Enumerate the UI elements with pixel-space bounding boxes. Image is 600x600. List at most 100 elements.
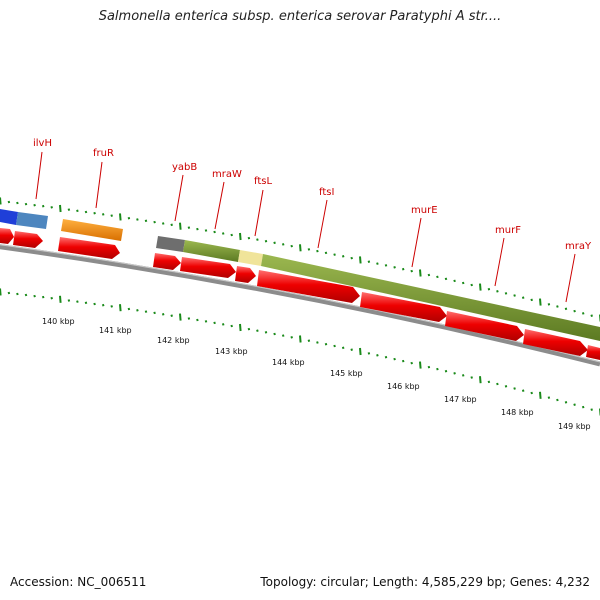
minor-tick bbox=[290, 336, 293, 339]
gene-label: fruR bbox=[93, 148, 114, 159]
minor-tick bbox=[453, 279, 456, 283]
minor-tick bbox=[247, 327, 251, 331]
major-tick bbox=[239, 323, 242, 332]
minor-tick bbox=[161, 222, 165, 225]
minor-tick bbox=[33, 294, 36, 298]
cds-arrow bbox=[586, 345, 600, 360]
kbp-labels: 140 kbp 141 kbp 142 kbp 143 kbp 144 kbp … bbox=[42, 317, 591, 431]
gene-label: mraW bbox=[212, 169, 242, 180]
minor-tick bbox=[67, 299, 71, 302]
leader-line-murF bbox=[494, 237, 505, 287]
minor-tick bbox=[264, 331, 268, 334]
minor-tick bbox=[24, 202, 28, 206]
minor-tick bbox=[487, 380, 491, 384]
minor-tick bbox=[196, 318, 199, 322]
minor-tick bbox=[144, 219, 148, 223]
minor-tick bbox=[427, 273, 431, 277]
minor-tick bbox=[470, 283, 473, 287]
minor-tick bbox=[33, 203, 36, 207]
major-tick bbox=[299, 335, 302, 343]
upper-tick-track bbox=[0, 197, 600, 322]
minor-tick bbox=[376, 354, 379, 357]
major-tick bbox=[299, 244, 302, 252]
major-tick bbox=[539, 391, 542, 399]
minor-tick bbox=[93, 302, 96, 306]
minor-tick bbox=[24, 293, 28, 297]
minor-tick bbox=[401, 267, 405, 271]
kbp-label: 146 kbp bbox=[387, 382, 420, 391]
minor-tick bbox=[590, 408, 593, 411]
gene-block-yellow bbox=[238, 250, 263, 266]
major-tick bbox=[119, 213, 122, 221]
minor-tick bbox=[41, 295, 45, 299]
gene-block-blue bbox=[0, 209, 18, 225]
minor-tick bbox=[307, 248, 311, 251]
minor-tick bbox=[256, 238, 259, 241]
minor-tick bbox=[110, 214, 113, 217]
minor-tick bbox=[444, 277, 448, 281]
minor-tick bbox=[564, 401, 568, 404]
genome-summary-text: Topology: circular; Length: 4,585,229 bp… bbox=[260, 575, 590, 589]
minor-tick bbox=[213, 230, 216, 234]
minor-tick bbox=[333, 344, 336, 348]
minor-tick bbox=[367, 260, 371, 263]
minor-tick bbox=[530, 391, 533, 395]
minor-tick bbox=[127, 216, 131, 220]
gene-label: ilvH bbox=[33, 138, 52, 149]
minor-tick bbox=[573, 403, 576, 406]
minor-tick bbox=[521, 389, 525, 392]
kbp-label: 144 kbp bbox=[272, 358, 305, 367]
major-tick bbox=[179, 313, 182, 321]
minor-tick bbox=[101, 213, 105, 216]
minor-tick bbox=[144, 310, 148, 313]
minor-tick bbox=[470, 376, 473, 379]
cds-arrow bbox=[445, 311, 524, 341]
leader-line-yabB bbox=[174, 174, 184, 222]
minor-tick bbox=[350, 256, 353, 260]
minor-tick bbox=[436, 275, 439, 279]
gene-block-olive-2 bbox=[261, 254, 600, 341]
minor-tick bbox=[50, 296, 53, 300]
kbp-label: 148 kbp bbox=[501, 408, 534, 417]
minor-tick bbox=[393, 266, 396, 269]
minor-tick bbox=[324, 342, 328, 346]
minor-tick bbox=[410, 269, 413, 273]
gene-label: ftsL bbox=[254, 176, 272, 187]
minor-tick bbox=[496, 382, 499, 386]
leader-line-ftsI bbox=[317, 199, 328, 249]
minor-tick bbox=[556, 305, 559, 308]
cds-arrow bbox=[523, 329, 588, 356]
minor-tick bbox=[170, 223, 173, 227]
major-tick bbox=[419, 361, 422, 369]
minor-tick bbox=[496, 290, 499, 293]
minor-tick bbox=[590, 314, 593, 317]
major-tick bbox=[359, 256, 362, 264]
minor-tick bbox=[170, 314, 173, 317]
minor-tick bbox=[41, 204, 45, 208]
minor-tick bbox=[436, 367, 439, 371]
minor-tick bbox=[453, 372, 456, 375]
minor-tick bbox=[376, 262, 379, 265]
minor-tick bbox=[153, 311, 156, 315]
cds-arrow bbox=[235, 266, 256, 283]
gene-block-steel-blue bbox=[16, 212, 48, 229]
lower-tick-track bbox=[0, 288, 600, 416]
minor-tick bbox=[401, 359, 405, 363]
major-tick bbox=[419, 269, 422, 277]
minor-tick bbox=[487, 287, 491, 291]
minor-tick bbox=[307, 339, 311, 342]
minor-tick bbox=[110, 305, 113, 308]
minor-tick bbox=[290, 244, 293, 248]
minor-tick bbox=[513, 294, 516, 297]
minor-tick bbox=[350, 348, 353, 351]
cds-arrow bbox=[58, 237, 120, 259]
minor-tick bbox=[161, 313, 165, 316]
minor-tick bbox=[136, 309, 139, 312]
major-tick bbox=[359, 347, 362, 356]
minor-tick bbox=[341, 255, 345, 258]
minor-tick bbox=[84, 210, 88, 214]
minor-tick bbox=[256, 329, 259, 332]
cds-arrow bbox=[13, 231, 43, 248]
gene-label: ftsI bbox=[319, 187, 334, 198]
minor-tick bbox=[187, 317, 191, 320]
